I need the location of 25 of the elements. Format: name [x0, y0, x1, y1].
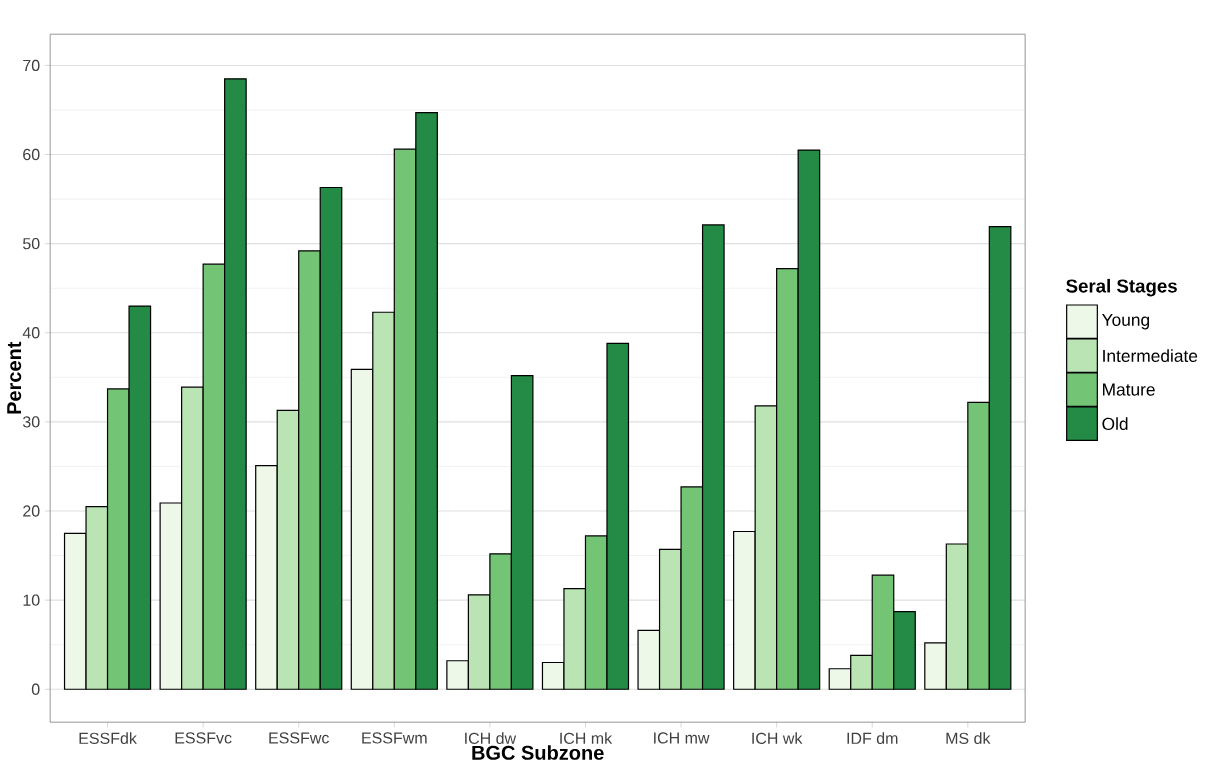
y-tick-label: 70 [23, 59, 40, 72]
y-tick-label: 40 [22, 327, 40, 339]
x-tick-label: ESSFwm [362, 732, 427, 744]
x-tick-label: MS dk [946, 732, 991, 744]
legend-label: Young [1101, 313, 1150, 330]
x-tick-label: ICH wk [752, 732, 803, 744]
y-tick-label: 20 [23, 505, 40, 517]
x-tick-label: ICH mw [654, 732, 710, 744]
x-tick-label: ESSFvc [175, 732, 232, 744]
legend-label: Old [1102, 417, 1128, 431]
x-axis-title: BGC Subzone [472, 745, 604, 760]
y-tick-label: 50 [23, 237, 40, 250]
y-tick-label: 60 [23, 148, 40, 161]
y-tick-label: 10 [23, 594, 40, 606]
legend-label: Intermediate [1103, 349, 1198, 363]
x-tick-label: ESSFwc [269, 732, 329, 744]
x-tick-label: ICH mk [560, 732, 613, 744]
x-tick-label: ICH dw [465, 732, 517, 744]
legend-label: Mature [1103, 383, 1155, 396]
y-tick-label: 0 [31, 683, 40, 695]
legend-title: Seral Stages [1066, 278, 1177, 297]
x-tick-label: IDF dm [847, 732, 898, 744]
x-tick-label: ESSFdk [79, 732, 137, 744]
y-axis-title: Percent [7, 341, 22, 414]
y-tick-label: 30 [22, 416, 40, 428]
